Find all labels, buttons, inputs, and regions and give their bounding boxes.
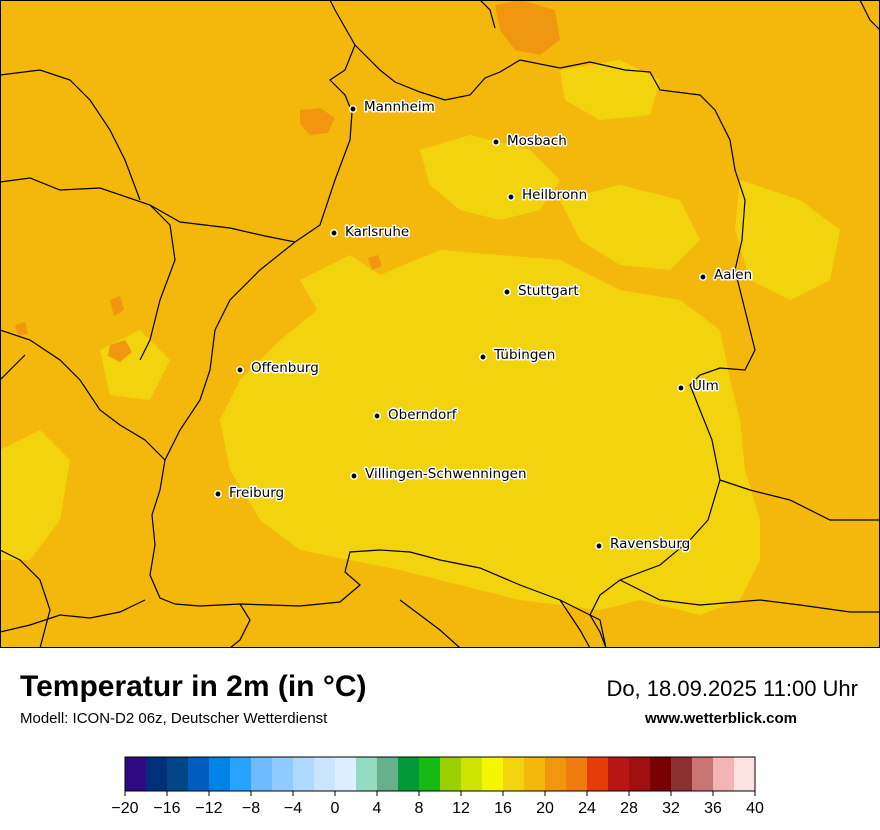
city-label: Freiburg [229,485,284,501]
legend-swatch [692,757,714,791]
legend-tick-label: 20 [536,800,554,817]
legend-swatch [629,757,651,791]
legend-swatch [356,757,378,791]
temperature-legend: −20 −16 −12 −8 −4 0 4 8 12 16 20 24 28 32 36 40 [111,756,764,817]
legend-swatch [545,757,567,791]
city-label: Stuttgart [518,283,579,299]
city-label: Karlsruhe [345,224,409,240]
legend-swatch [650,757,672,791]
legend-swatch [188,757,210,791]
city-marker: Mannheim [349,98,436,117]
legend-swatch [671,757,693,791]
warm-temperature-areas [15,0,560,362]
city-marker: Tübingen [479,346,557,365]
city-markers: Mannheim Mosbach Heilbronn Karlsruhe Aal… [214,98,754,554]
website-link[interactable]: www.wetterblick.com [645,710,797,727]
city-label: Tübingen [493,347,555,363]
legend-swatch [167,757,189,791]
model-subtitle: Modell: ICON-D2 06z, Deutscher Wetterdie… [20,710,328,727]
legend-tick-label: 24 [578,800,596,817]
legend-tick-label: −4 [284,800,302,817]
forecast-datetime: Do, 18.09.2025 11:00 Uhr [606,676,858,701]
temperature-map: Mannheim Mosbach Heilbronn Karlsruhe Aal… [0,0,880,648]
legend-swatch [251,757,273,791]
legend-tick-label: 28 [620,800,638,817]
legend-swatch [293,757,315,791]
legend-swatch [461,757,483,791]
city-marker: Karlsruhe [330,223,411,242]
city-marker: Offenburg [236,359,320,378]
map-title: Temperatur in 2m (in °C) [20,670,367,703]
legend-swatch [419,757,441,791]
city-marker: Stuttgart [503,282,580,301]
legend-tick-label: −20 [111,800,138,817]
legend-swatch [608,757,630,791]
legend-tick-label: 32 [662,800,680,817]
legend-swatch [566,757,588,791]
region-borders [0,0,880,648]
legend-swatch [524,757,546,791]
city-label: Mosbach [507,133,567,149]
legend-swatch [734,757,756,791]
city-marker: Freiburg [214,484,286,503]
city-marker: Ravensburg [595,535,692,554]
legend-tick-label: 0 [331,800,340,817]
city-label: Ravensburg [610,536,690,552]
legend-tick-label: −16 [153,800,180,817]
legend-tick-label: 12 [452,800,470,817]
legend-swatch [125,757,147,791]
legend-swatch [440,757,462,791]
legend-tick-label: −8 [242,800,260,817]
legend-swatch [209,757,231,791]
legend-swatch [503,757,525,791]
city-marker: Aalen [699,266,754,285]
city-marker: Villingen-Schwenningen [350,465,528,484]
legend-swatch [314,757,336,791]
legend-tick-label: 40 [746,800,764,817]
legend-swatch [377,757,399,791]
legend-tick-label: 4 [373,800,382,817]
city-label: Villingen-Schwenningen [365,466,527,482]
city-marker: Oberndorf [373,406,459,425]
city-label: Heilbronn [522,187,587,203]
city-label: Offenburg [251,360,319,376]
legend-swatch [272,757,294,791]
city-label: Aalen [714,267,752,283]
legend-tick-label: 8 [415,800,424,817]
city-marker: Mosbach [492,132,568,151]
city-marker: Ulm [677,377,720,396]
city-marker: Heilbronn [507,186,589,205]
city-label: Oberndorf [388,407,458,423]
legend-swatch [398,757,420,791]
legend-swatch [713,757,735,791]
legend-tick-label: −12 [195,800,222,817]
cool-temperature-areas [0,60,840,615]
legend-swatch [335,757,357,791]
legend-swatch [587,757,609,791]
city-label: Ulm [692,378,719,394]
legend-tick-label: 36 [704,800,722,817]
legend-swatch [230,757,252,791]
legend-ticks: −20 −16 −12 −8 −4 0 4 8 12 16 20 24 28 32 36 40 [111,791,764,817]
legend-swatch [146,757,168,791]
city-label: Mannheim [364,99,435,115]
legend-tick-label: 16 [494,800,512,817]
legend-swatch [482,757,504,791]
legend-swatches [124,756,756,792]
